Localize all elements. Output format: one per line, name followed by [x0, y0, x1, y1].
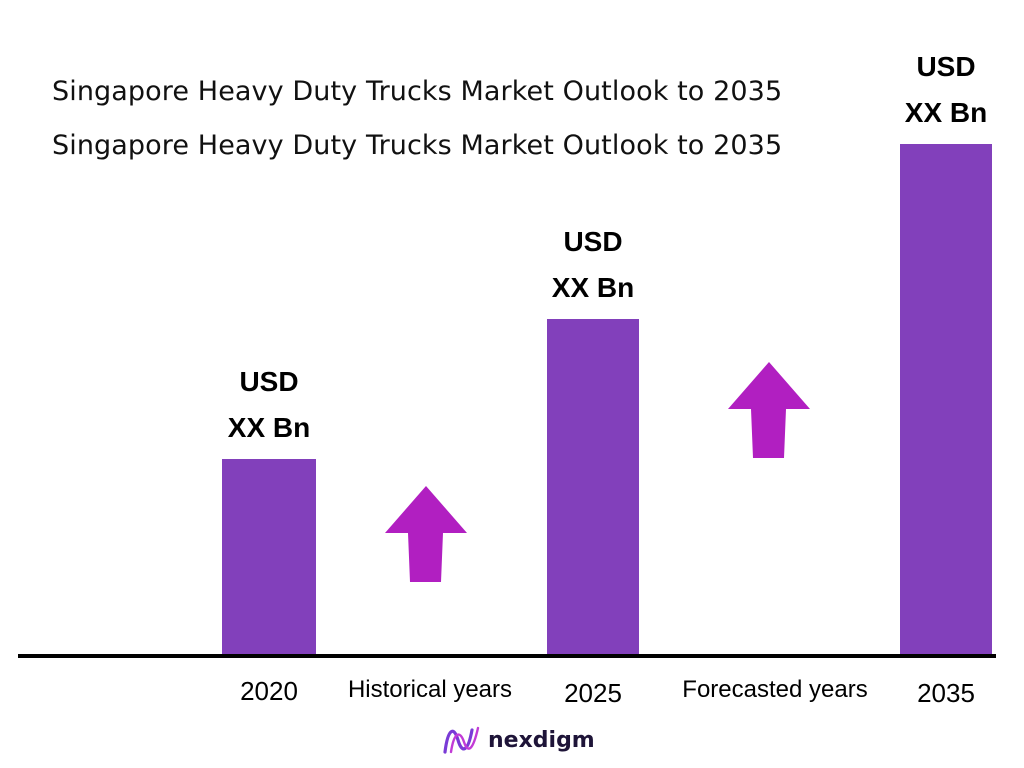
- value-currency: USD: [916, 50, 976, 82]
- x-axis-line: [18, 654, 996, 658]
- bar-2020: [222, 459, 316, 656]
- value-amount: XX Bn: [904, 96, 988, 128]
- x-tick-label-2035: 2035: [917, 678, 975, 708]
- bar-2035: [900, 143, 992, 656]
- bar-value-label-2035: USD XX Bn: [866, 44, 1024, 136]
- growth-arrow-icon-historical: [385, 486, 467, 582]
- bar-value-label-2025: USD XX Bn: [513, 219, 673, 311]
- growth-arrow-icon-forecast: [728, 362, 810, 458]
- chart-subtitle: Singapore Heavy Duty Trucks Market Outlo…: [52, 130, 783, 161]
- nexdigm-logo: nexdigm: [442, 724, 595, 756]
- value-currency: USD: [239, 366, 299, 397]
- value-amount: XX Bn: [551, 272, 635, 304]
- bar-value-label-2020: USD XX Bn: [189, 359, 349, 451]
- x-tick-label-2020: 2020: [240, 676, 298, 706]
- value-amount: XX Bn: [227, 412, 311, 443]
- chart-title: Singapore Heavy Duty Trucks Market Outlo…: [52, 76, 783, 107]
- period-label-historical: Historical years: [347, 676, 513, 703]
- bar-2025: [547, 319, 639, 656]
- value-currency: USD: [563, 226, 623, 258]
- nexdigm-wave-icon: [443, 726, 480, 754]
- x-tick-label-2025: 2025: [564, 678, 622, 708]
- logo-text: nexdigm: [488, 727, 595, 753]
- period-label-forecast: Forecasted years: [682, 676, 868, 703]
